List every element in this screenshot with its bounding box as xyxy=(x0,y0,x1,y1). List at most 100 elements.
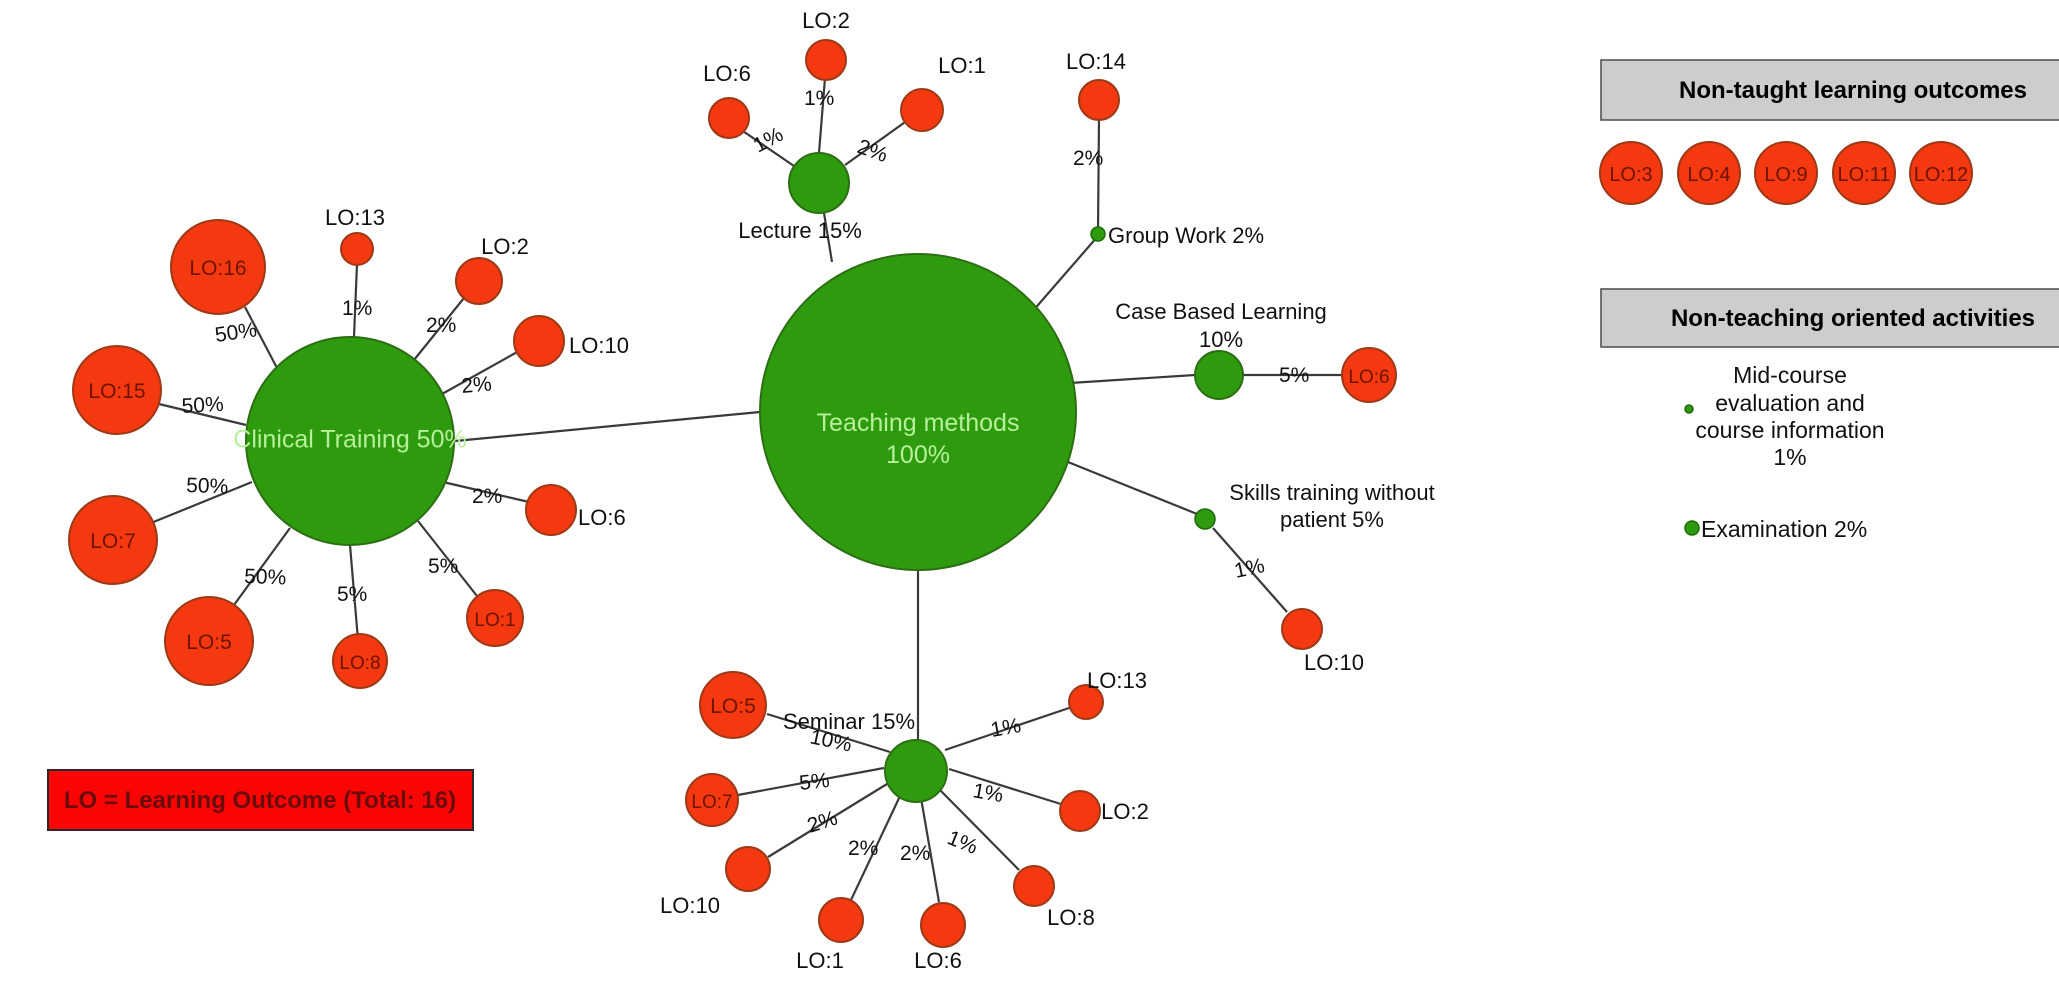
node-lo-seminar-5[interactable] xyxy=(699,671,767,739)
node-lo-clinical-5[interactable] xyxy=(164,596,254,686)
node-method-clinical-training[interactable] xyxy=(245,336,455,546)
node-label-lo-clinical-8: LO:8 xyxy=(339,653,380,674)
cluster-clinical-training: LO:16 LO:15 LO:7 LO:5 LO:8 LO:1 LO:6 LO:… xyxy=(68,205,629,689)
node-method-seminar[interactable] xyxy=(884,739,948,803)
legend-non-teaching-activities: Non-teaching oriented activities Mid-cou… xyxy=(1600,288,2059,542)
node-lo-clinical-1[interactable] xyxy=(466,589,524,647)
edge-seminar-lo7 xyxy=(737,766,885,797)
node-lo-clinical-13[interactable] xyxy=(340,232,374,266)
node-lo-clinical-7[interactable] xyxy=(68,495,158,585)
node-outer-label-lo-lecture-2: LO:2 xyxy=(802,8,850,33)
node-label-seminar: Seminar 15% xyxy=(783,709,915,734)
legend-non-taught-outcomes: Non-taught learning outcomes LO:3 LO:4 L… xyxy=(1599,59,2059,205)
node-lo-skills-10[interactable] xyxy=(1281,608,1323,650)
node-lo-lecture-2[interactable] xyxy=(805,39,847,81)
edge-seminar-lo2 xyxy=(948,767,1065,807)
node-lo-seminar-10[interactable] xyxy=(725,846,771,892)
node-lo-groupwork-14[interactable] xyxy=(1078,79,1120,121)
legend-node-label-lo-9: LO:9 xyxy=(1764,164,1807,186)
node-lo-clinical-15[interactable] xyxy=(72,345,162,435)
edge-weight-clinical-lo8: 5% xyxy=(337,583,367,606)
edge-weight-skills-lo10: 1% xyxy=(1232,554,1266,583)
node-outer-label-lo-clinical-10: LO:10 xyxy=(569,333,629,358)
cluster-seminar: LO:5 LO:7 LO:10 LO:1 LO:6 LO:8 LO:2 LO:1… xyxy=(660,668,1149,973)
node-outer-label-lo-skills-10: LO:10 xyxy=(1304,650,1364,675)
node-label-clinical-training: Clinical Training 50% xyxy=(233,426,466,454)
legend-mid-course-line2: evaluation and xyxy=(1715,390,1865,416)
edge-clinical-lo16 xyxy=(244,306,278,369)
edge-group-seminar xyxy=(737,705,1073,903)
node-outer-label-lo-seminar-13: LO:13 xyxy=(1087,668,1147,693)
node-lo-seminar-8[interactable] xyxy=(1013,865,1055,907)
legend-mid-course-line4: 1% xyxy=(1773,444,1806,470)
node-lo-clinical-2[interactable] xyxy=(455,257,503,305)
edge-group-groupwork xyxy=(1096,117,1101,232)
legend-node-lo-12[interactable] xyxy=(1909,141,1973,205)
edge-seminar-lo10 xyxy=(767,783,888,858)
node-outer-label-lo-seminar-1: LO:1 xyxy=(796,948,844,973)
node-root-teaching-methods[interactable] xyxy=(759,253,1077,571)
node-lo-lecture-1[interactable] xyxy=(900,88,944,132)
edge-weight-lecture-lo1: 2% xyxy=(854,135,890,167)
legend-node-label-lo-12: LO:12 xyxy=(1914,164,1968,186)
node-label-lo-clinical-5: LO:5 xyxy=(186,631,232,654)
edge-weight-seminar-lo2: 1% xyxy=(971,779,1005,807)
legend-node-lo-4[interactable] xyxy=(1677,141,1741,205)
node-outer-label-lo-clinical-13: LO:13 xyxy=(325,205,385,230)
lo-key-box xyxy=(47,769,474,831)
node-lo-clinical-8[interactable] xyxy=(332,633,388,689)
node-method-lecture[interactable] xyxy=(788,152,850,214)
node-lo-seminar-1[interactable] xyxy=(818,897,864,943)
node-method-skills-training[interactable] xyxy=(1194,508,1216,530)
node-lo-seminar-6[interactable] xyxy=(920,902,966,948)
legend-node-lo-3[interactable] xyxy=(1599,141,1663,205)
edge-clinical-lo7 xyxy=(150,480,253,525)
edge-weight-clinical-lo10: 2% xyxy=(460,372,492,398)
edge-root-to-clinical xyxy=(454,410,761,443)
node-outer-label-lo-lecture-1: LO:1 xyxy=(938,53,986,78)
edge-weight-clinical-lo1: 5% xyxy=(428,555,458,578)
lo-key-legend: LO = Learning Outcome (Total: 16) xyxy=(47,769,474,831)
edge-weight-seminar-lo7: 5% xyxy=(798,769,831,795)
edge-seminar-lo5 xyxy=(766,712,891,754)
cluster-skills-training: Skills training without patient 5% LO:10… xyxy=(1194,480,1435,675)
edge-clinical-lo8 xyxy=(348,544,360,641)
edge-lecture-lo2 xyxy=(817,77,827,154)
node-lo-seminar-2[interactable] xyxy=(1059,790,1101,832)
edge-weight-cbl-lo6: 5% xyxy=(1279,364,1309,387)
node-label-lo-cbl-6: LO:6 xyxy=(1348,367,1389,388)
edge-group-root xyxy=(454,212,1203,740)
node-label-cbl-line2: 10% xyxy=(1199,327,1243,352)
lo-key-text: LO = Learning Outcome (Total: 16) xyxy=(64,787,456,814)
edge-weight-clinical-lo5: 50% xyxy=(244,565,287,589)
edge-weight-clinical-lo13: 1% xyxy=(342,297,372,320)
legend-dot-mid-course xyxy=(1684,404,1694,414)
node-label-cbl-line1: Case Based Learning xyxy=(1115,299,1327,324)
node-lo-seminar-7[interactable] xyxy=(685,773,739,827)
legend-node-lo-9[interactable] xyxy=(1754,141,1818,205)
node-method-case-based-learning[interactable] xyxy=(1194,350,1244,400)
edge-clinical-lo13 xyxy=(352,263,359,338)
edge-weight-seminar-lo1: 2% xyxy=(848,837,878,860)
edge-weight-clinical-lo15: 50% xyxy=(181,393,224,418)
edge-group-clinical xyxy=(150,263,530,641)
edge-root-to-skills xyxy=(1062,458,1203,518)
node-lo-clinical-6[interactable] xyxy=(525,484,577,536)
legend-non-taught-header-box xyxy=(1600,59,2059,121)
node-lo-clinical-10[interactable] xyxy=(513,315,565,367)
legend-dot-examination xyxy=(1684,520,1700,536)
node-method-group-work[interactable] xyxy=(1090,226,1106,242)
node-lo-lecture-6[interactable] xyxy=(708,97,750,139)
node-root-teaching-methods-group: Teaching methods 100% xyxy=(759,253,1077,571)
edge-weight-seminar-lo8: 1% xyxy=(944,826,981,859)
legend-non-taught-header-text: Non-taught learning outcomes xyxy=(1679,77,2027,104)
legend-node-lo-11[interactable] xyxy=(1832,141,1896,205)
edge-root-to-groupwork xyxy=(1024,235,1099,321)
node-lo-cbl-6[interactable] xyxy=(1341,347,1397,403)
node-lo-clinical-16[interactable] xyxy=(170,219,266,315)
node-label-lecture: Lecture 15% xyxy=(738,218,862,243)
edge-skills-lo10 xyxy=(1212,527,1288,613)
node-lo-seminar-13[interactable] xyxy=(1068,684,1104,720)
edge-seminar-lo6 xyxy=(919,797,941,903)
